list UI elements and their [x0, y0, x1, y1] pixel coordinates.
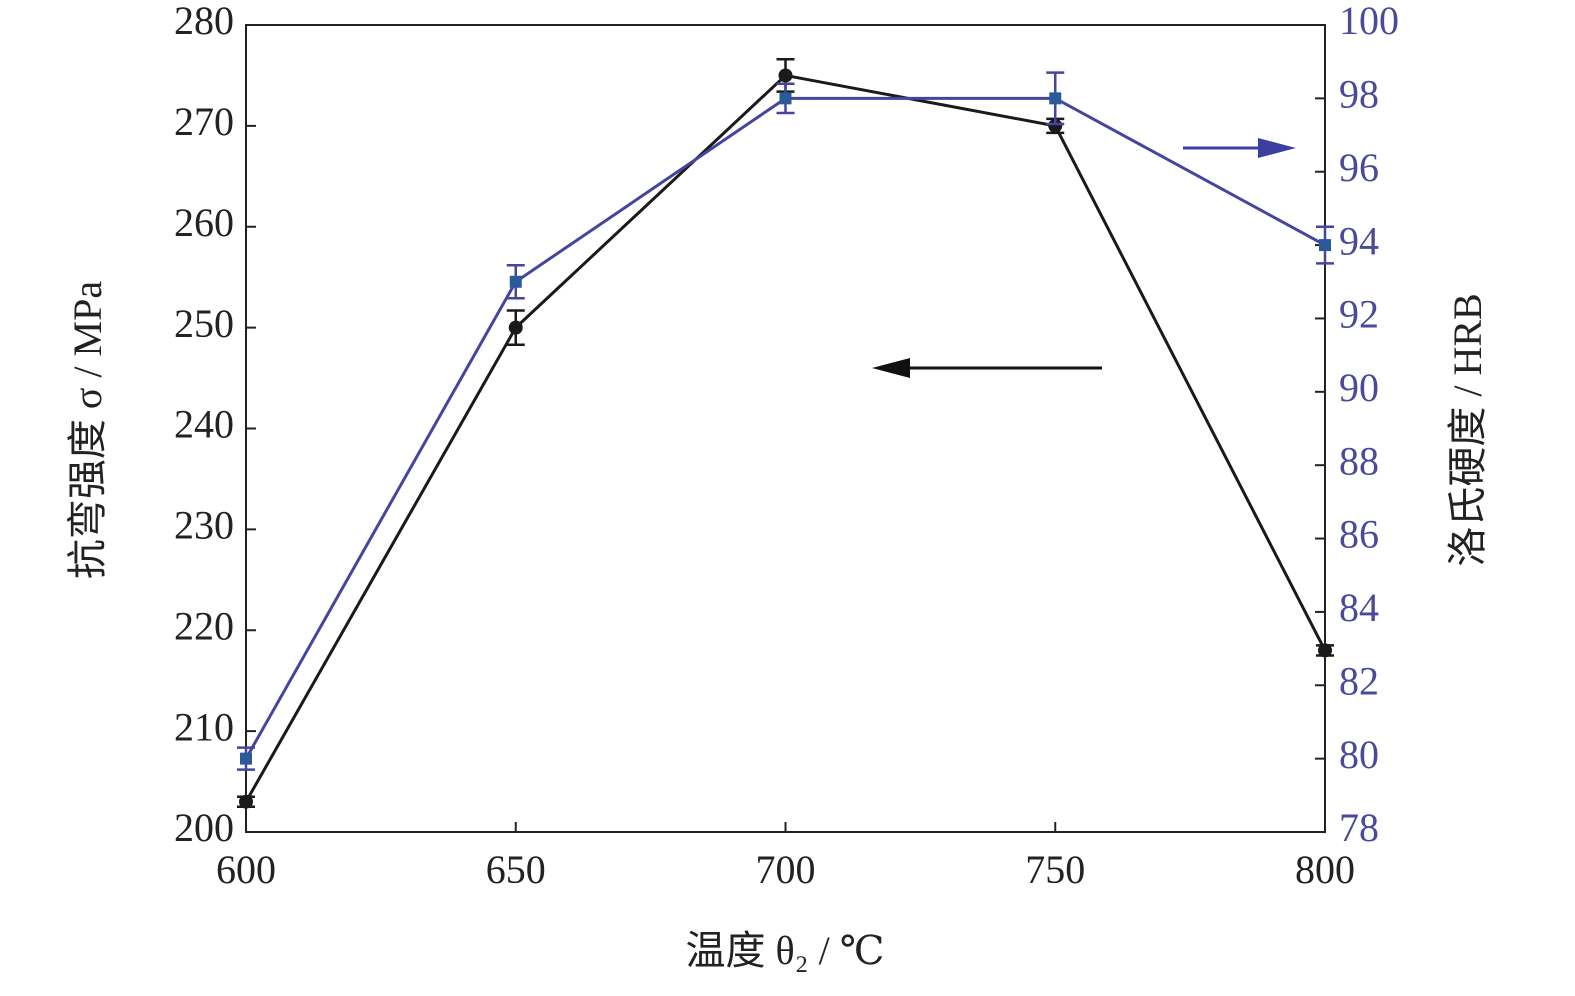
y2-tick-label: 100	[1339, 0, 1399, 43]
y-tick-label: 270	[174, 99, 234, 144]
y2-tick-label: 98	[1339, 72, 1379, 117]
plot-frame	[245, 24, 1326, 833]
y-tick-label: 240	[174, 402, 234, 447]
x-tick-label: 750	[1025, 847, 1085, 892]
marker	[508, 320, 523, 335]
y2-tick-label: 92	[1339, 292, 1379, 337]
y-tick-label: 250	[174, 301, 234, 346]
arrow-left	[872, 358, 1102, 378]
y-tick-label: 200	[174, 805, 234, 850]
y2-tick-label: 86	[1339, 512, 1379, 557]
x-tick-label: 600	[216, 847, 276, 892]
x-tick-label: 800	[1295, 847, 1355, 892]
x-tick-label: 650	[486, 847, 546, 892]
marker	[509, 275, 522, 288]
y2-tick-label: 96	[1339, 145, 1379, 190]
y2-tick-label: 94	[1339, 218, 1379, 263]
y2-tick-label: 88	[1339, 438, 1379, 483]
y-tick-label: 260	[174, 200, 234, 245]
y-axis-label: 抗弯强度 σ / MPa	[65, 281, 110, 579]
x-axis-label: 温度 θ₂ / ℃	[686, 928, 885, 973]
y-tick-label: 210	[174, 704, 234, 749]
y2-tick-label: 78	[1339, 805, 1379, 850]
y2-tick-label: 84	[1339, 585, 1379, 630]
marker	[1319, 239, 1331, 252]
arrow-right	[1183, 138, 1296, 158]
series-line	[244, 96, 1326, 760]
x-tick-label: 700	[756, 847, 816, 892]
marker	[1318, 643, 1332, 658]
marker	[778, 68, 793, 83]
y2-tick-label: 80	[1339, 732, 1379, 777]
y2-tick-label: 82	[1339, 658, 1379, 703]
y-tick-label: 230	[174, 503, 234, 548]
y-tick-label: 280	[174, 0, 234, 43]
marker	[239, 794, 253, 809]
y2-tick-label: 90	[1339, 365, 1379, 410]
marker	[240, 752, 252, 765]
y-tick-label: 220	[174, 603, 234, 648]
series-line	[244, 73, 1327, 803]
marker	[1049, 92, 1062, 105]
y2-axis-label: 洛氏硬度 / HRB	[1445, 293, 1490, 566]
marker	[779, 92, 792, 105]
marker	[1048, 118, 1063, 133]
